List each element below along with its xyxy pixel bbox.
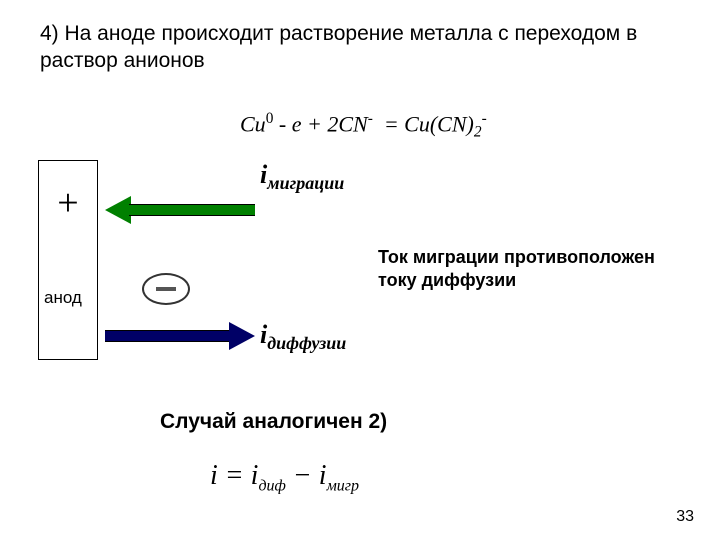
explanation-text: Ток миграции противоположен току диффузи… — [378, 246, 688, 291]
arrow-head-icon — [105, 196, 131, 224]
minus-ion-icon — [142, 273, 190, 305]
case-analog-text: Случай аналогичен 2) — [160, 410, 387, 434]
plus-icon: + — [57, 181, 78, 225]
electrode-box: + — [38, 160, 98, 360]
i-diffusion-label: iдиффузии — [260, 320, 346, 354]
anode-label: анод — [44, 288, 82, 308]
current-formula: i = iдиф − iмигр — [210, 460, 359, 496]
migration-arrow — [105, 200, 255, 220]
diffusion-arrow — [105, 326, 255, 346]
arrow-shaft — [129, 204, 255, 216]
arrow-shaft — [105, 330, 231, 342]
section-title: 4) На аноде происходит растворение метал… — [40, 20, 640, 75]
i-migration-label: iмиграции — [260, 160, 344, 194]
chemical-equation: Cu0 - e + 2CN- = Cu(CN)2- — [240, 110, 487, 142]
page-number: 33 — [676, 508, 694, 526]
arrow-head-icon — [229, 322, 255, 350]
